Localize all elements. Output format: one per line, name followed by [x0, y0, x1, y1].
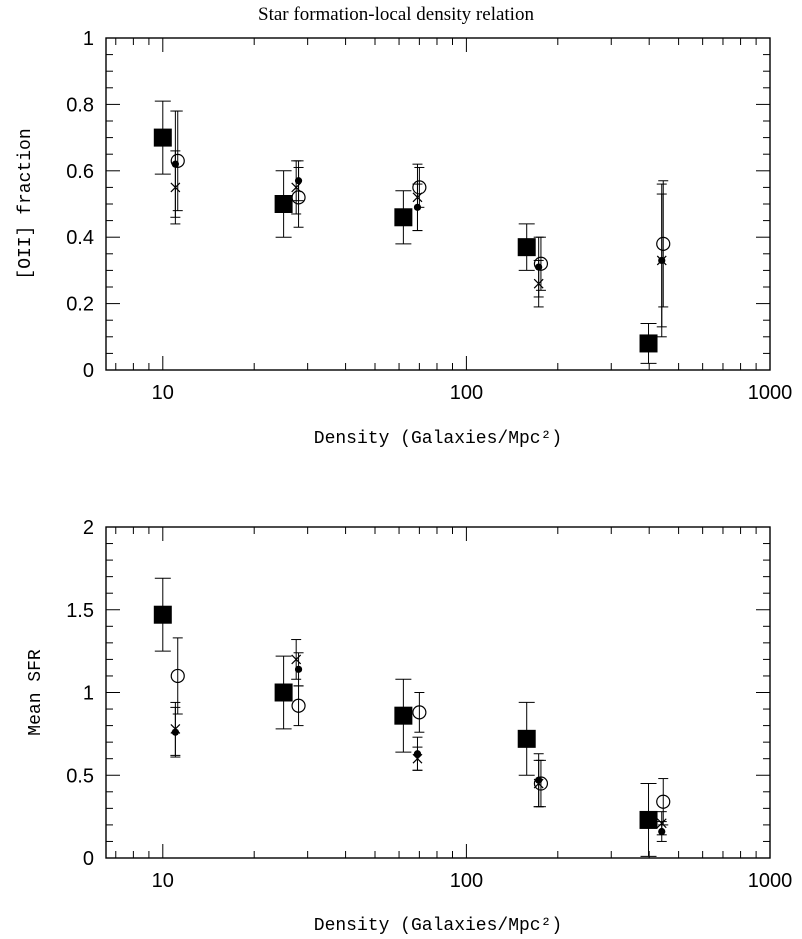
x-axis-title: Density (Galaxies/Mpc²): [314, 916, 562, 936]
x-tick-label: 10: [152, 870, 174, 892]
figure-title: Star formation-local density relation: [258, 4, 534, 25]
x-tick-label: 10: [152, 382, 174, 404]
y-tick-label: 0: [83, 848, 94, 870]
x-axis-title: Density (Galaxies/Mpc²): [314, 429, 562, 449]
x-tick-label: 100: [450, 382, 483, 404]
x-tick-label: 1000: [748, 870, 793, 892]
data-point-circle: [291, 698, 306, 713]
x-tick-label: 100: [450, 870, 483, 892]
y-tick-label: 1: [83, 28, 94, 50]
data-point-square: [394, 208, 413, 227]
data-point-dot: [294, 177, 303, 185]
plot-frame: [105, 526, 771, 859]
data-point-dot: [658, 256, 666, 265]
plot-frame: [105, 37, 771, 371]
data-point-dot: [413, 750, 422, 758]
data-point-dot: [171, 728, 179, 736]
y-tick-label: 1: [83, 683, 94, 705]
data-point-cross: [291, 182, 302, 193]
y-tick-label: 0.5: [66, 765, 94, 787]
y-tick-label: 0.8: [66, 94, 94, 116]
data-point-dot: [171, 160, 179, 168]
data-point-circle: [656, 794, 671, 809]
y-axis-title: Mean SFR: [26, 649, 46, 736]
x-tick-label: 1000: [748, 382, 793, 404]
data-point-square: [517, 238, 536, 257]
data-point-dot: [413, 203, 422, 211]
data-point-square: [274, 195, 293, 213]
data-point-dot: [535, 263, 543, 271]
data-point-square: [639, 334, 658, 353]
data-point-dot: [535, 776, 543, 784]
y-axis-title: [OII] fraction: [16, 128, 36, 279]
data-point-circle: [170, 668, 185, 684]
data-point-square: [274, 683, 293, 702]
data-point-circle: [412, 705, 427, 720]
data-point-dot: [658, 827, 666, 836]
y-tick-label: 0: [83, 360, 94, 382]
data-point-circle: [412, 180, 427, 195]
data-point-square: [153, 605, 172, 624]
data-point-square: [517, 729, 536, 748]
y-tick-label: 0.6: [66, 161, 94, 183]
y-tick-label: 0.4: [66, 227, 94, 249]
data-point-square: [394, 706, 413, 725]
data-point-square: [153, 128, 172, 147]
data-point-cross: [291, 654, 302, 665]
y-tick-label: 2: [83, 517, 94, 539]
data-point-circle: [533, 256, 549, 271]
y-tick-label: 1.5: [66, 600, 94, 622]
data-point-circle: [533, 776, 549, 791]
mean-sfr-panel: 10 100 1000 0 0.5 1 1.5 2 Density (Galaxies/Mpc²…: [26, 517, 792, 936]
y-tick-label: 0.2: [66, 294, 94, 316]
data-point-square: [639, 810, 658, 829]
data-point-circle: [170, 153, 185, 168]
data-point-dot: [294, 665, 303, 673]
data-point-circle: [656, 236, 671, 251]
oii-fraction-panel: 10 100 1000 0 0.2 0.4 0.6 0.8 1 Density (Galaxies…: [16, 28, 792, 449]
